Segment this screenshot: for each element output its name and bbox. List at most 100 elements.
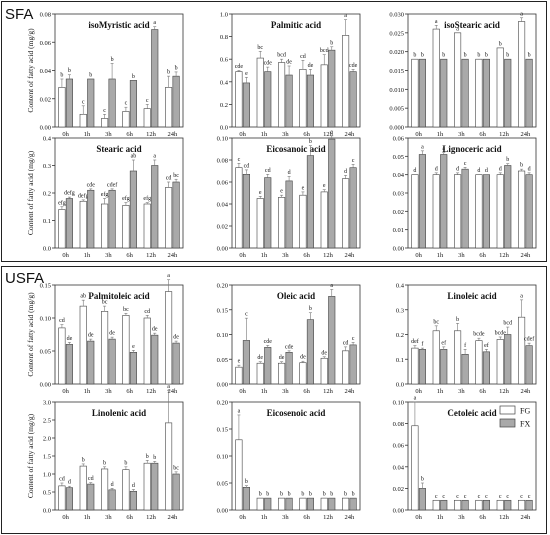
- palmitoleic-acid-y-tick-label: 0.05: [40, 349, 51, 356]
- cetoleic-acid-letter-fx: c: [528, 494, 531, 500]
- eicosanoic-acid-x-tick-label: 0h: [239, 252, 246, 259]
- lignoceric-acid-x-tick-label: 3h: [458, 252, 465, 259]
- linolenic-acid-x-tick-label: 6h: [126, 514, 133, 521]
- linolenic-acid-letter-fx: cd: [88, 476, 94, 482]
- palmitoleic-acid-bar-fx-12h: [151, 334, 159, 385]
- stearic-acid-y-tick-label: 0.1: [43, 218, 51, 225]
- palmitic-acid-letter-fg: bc: [257, 45, 263, 51]
- linoleic-acid-letter-fg: b: [456, 317, 459, 323]
- eicosanoic-acid-bar-fg-12h: [320, 191, 328, 249]
- linolenic-acid-bar-fx-1h: [87, 483, 95, 511]
- linolenic-acid-letter-fg: b: [124, 460, 127, 466]
- linoleic-acid-bar-fg-24h: [518, 316, 526, 385]
- isomyristic-acid-letter-fg: c: [82, 99, 85, 105]
- lignoceric-acid-y-tick-label: 0.05: [393, 154, 404, 161]
- palmitic-acid-bar-fg-12h: [320, 64, 328, 128]
- palmitic-acid-letter-fx: b: [330, 40, 333, 46]
- stearic-acid-x-tick-label: 3h: [105, 252, 112, 259]
- eicosanoic-acid-bar-fx-12h: [328, 138, 336, 249]
- isostearic-acid-letter-fg: b: [499, 41, 502, 47]
- linoleic-acid-letter-fx: cdef: [524, 336, 534, 343]
- cetoleic-acid-letter-fg: c: [499, 494, 502, 500]
- lignoceric-acid-bar-fx-12h: [504, 165, 512, 249]
- eicosenoic-acid-x-tick-label: 3h: [282, 514, 289, 521]
- stearic-acid-bar-fx-1h: [87, 189, 95, 249]
- eicosenoic-acid-y-tick-label: 0.10: [217, 454, 228, 461]
- eicosanoic-acid-bar-fg-24h: [342, 178, 350, 249]
- stearic-acid-letter-fx: cde: [87, 182, 96, 188]
- palmitoleic-acid-x-tick-label: 1h: [84, 388, 91, 395]
- y-axis-label-row-1: Content of fatty acid (mg/g): [26, 28, 35, 113]
- lignoceric-acid-bar-fg-0h: [411, 174, 419, 249]
- isostearic-acid-letter-fg: a: [435, 19, 438, 25]
- stearic-acid-bar-fg-3h: [101, 203, 109, 249]
- isostearic-acid-plot-frame: [407, 13, 537, 128]
- eicosanoic-acid-bar-fg-1h: [256, 198, 264, 249]
- eicosanoic-acid-y-tick-label: 0.08: [217, 158, 228, 165]
- oleic-acid-letter-fg: cd: [343, 340, 349, 346]
- isostearic-acid-bar-fg-24h: [518, 21, 526, 128]
- eicosanoic-acid-x-tick-label: 6h: [303, 252, 310, 259]
- eicosanoic-acid-letter-fg: c: [238, 157, 241, 163]
- linoleic-acid-letter-fg: bcde: [473, 332, 485, 338]
- legend-label-fx: FX: [520, 420, 530, 429]
- palmitic-acid-letter-fx: de: [308, 63, 314, 69]
- palmitic-acid-bar-fg-3h: [278, 62, 286, 128]
- stearic-acid-letter-fg: efg: [143, 195, 151, 202]
- lignoceric-acid-x-tick-label: 1h: [437, 252, 444, 259]
- cetoleic-acid-bar-fx-24h: [525, 499, 533, 511]
- lignoceric-acid-y-tick-label: 0.04: [393, 172, 405, 179]
- eicosenoic-acid-x-tick-label: 1h: [261, 514, 268, 521]
- palmitoleic-acid-y-tick-label: 0.15: [40, 283, 51, 290]
- palmitoleic-acid-x-tick-label: 12h: [146, 388, 157, 395]
- cetoleic-acid-letter-fg: c: [478, 494, 481, 500]
- eicosanoic-acid-y-tick-label: 0.00: [217, 246, 228, 253]
- linoleic-acid-y-tick-label: 0.4: [396, 283, 405, 290]
- lignoceric-acid-letter-fg: d: [477, 168, 480, 174]
- eicosanoic-acid-bar-fg-6h: [299, 194, 307, 249]
- palmitic-acid-x-tick-label: 1h: [261, 131, 268, 138]
- oleic-acid-letter-fg: de: [257, 355, 263, 361]
- stearic-acid-letter-fx: cdef: [107, 181, 117, 188]
- isomyristic-acid-x-tick-label: 12h: [146, 131, 157, 138]
- stearic-acid-letter-fx: bc: [173, 173, 179, 179]
- palmitic-acid-bar-fx-0h: [242, 82, 250, 128]
- isostearic-acid-bar-fg-1h: [432, 28, 440, 128]
- linoleic-acid-x-tick-label: 3h: [458, 388, 465, 395]
- cetoleic-acid-y-tick-label: 0.00: [393, 508, 404, 515]
- oleic-acid-y-tick-label: 0.00: [217, 382, 228, 389]
- stearic-acid-bar-fg-0h: [58, 209, 66, 249]
- palmitic-acid-y-tick-label: 0.0: [220, 125, 228, 132]
- palmitic-acid-x-tick-label: 12h: [323, 131, 334, 138]
- isomyristic-acid-letter-fx: b: [89, 72, 92, 78]
- lignoceric-acid-bar-fx-0h: [418, 154, 426, 249]
- palmitic-acid-plot-frame: [231, 13, 361, 128]
- cetoleic-acid-y-tick-label: 0.08: [393, 421, 404, 428]
- palmitoleic-acid-letter-fg: ab: [80, 294, 86, 300]
- cetoleic-acid-x-tick-label: 24h: [520, 514, 531, 521]
- isomyristic-acid-letter-fx: b: [175, 65, 178, 71]
- lignoceric-acid-x-tick-label: 24h: [520, 252, 531, 259]
- isostearic-acid-bar-fx-0h: [418, 58, 426, 128]
- isostearic-acid-bar-fg-0h: [411, 58, 419, 128]
- palmitoleic-acid-letter-fx: de: [88, 333, 94, 339]
- palmitic-acid-letter-fg: bcd: [277, 53, 286, 59]
- isomyristic-acid-bar-fg-12h: [143, 108, 151, 128]
- eicosenoic-acid-title: Eicosenoic acid: [267, 408, 326, 418]
- isostearic-acid-letter-fx: b: [485, 53, 488, 59]
- sfa-section-label: SFA: [5, 6, 34, 23]
- isomyristic-acid-x-tick-label: 0h: [62, 131, 69, 138]
- linoleic-acid-bar-fx-24h: [525, 345, 533, 385]
- palmitic-acid-title: Palmitic acid: [271, 20, 321, 30]
- eicosenoic-acid-bar-fx-24h: [349, 497, 357, 511]
- lignoceric-acid-bar-fx-1h: [440, 154, 448, 249]
- isostearic-acid-bar-fx-1h: [440, 58, 448, 128]
- isostearic-acid-y-tick-label: 0.015: [389, 68, 404, 75]
- eicosenoic-acid-letter-fx: b: [352, 492, 355, 498]
- palmitoleic-acid-bar-fg-1h: [79, 305, 87, 385]
- palmitoleic-acid-bar-fg-0h: [58, 327, 66, 385]
- oleic-acid-letter-fg: e: [238, 359, 241, 365]
- isostearic-acid-title: isoStearic acid: [444, 20, 500, 30]
- palmitoleic-acid-x-tick-label: 6h: [126, 388, 133, 395]
- cetoleic-acid-plot-frame: [407, 401, 537, 511]
